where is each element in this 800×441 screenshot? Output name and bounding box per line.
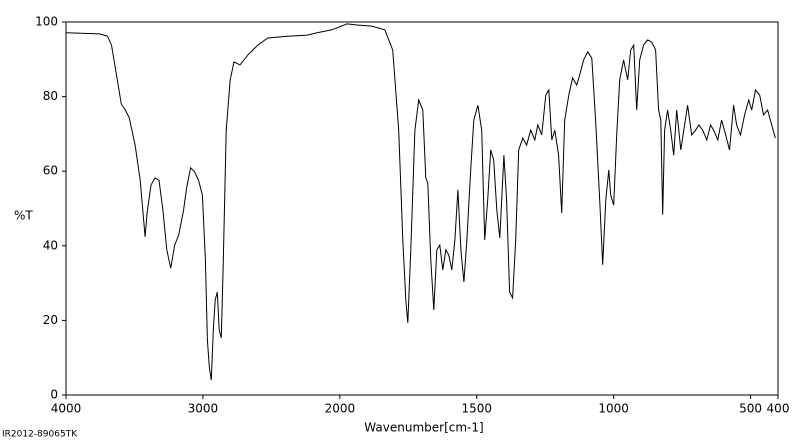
y-axis-label: %T	[14, 209, 33, 223]
x-tick-label: 2000	[325, 402, 356, 416]
x-axis-label: Wavenumber[cm-1]	[364, 421, 483, 435]
y-tick-label: 80	[43, 89, 58, 103]
x-tick-label: 3000	[188, 402, 219, 416]
x-tick-label: 4000	[51, 402, 82, 416]
y-tick-label: 0	[50, 388, 58, 402]
y-tick-label: 20	[43, 313, 58, 327]
x-tick-label: 500	[739, 402, 762, 416]
y-tick-label: 60	[43, 164, 58, 178]
x-tick-label: 1500	[461, 402, 492, 416]
x-tick-label: 400	[767, 402, 790, 416]
plot-frame	[65, 21, 779, 396]
spectrum-line	[65, 23, 776, 381]
sample-code: IR2012-89065TK	[2, 430, 78, 440]
y-tick-label: 100	[35, 15, 58, 29]
x-tick-label: 1000	[598, 402, 629, 416]
y-tick-label: 40	[43, 238, 58, 252]
